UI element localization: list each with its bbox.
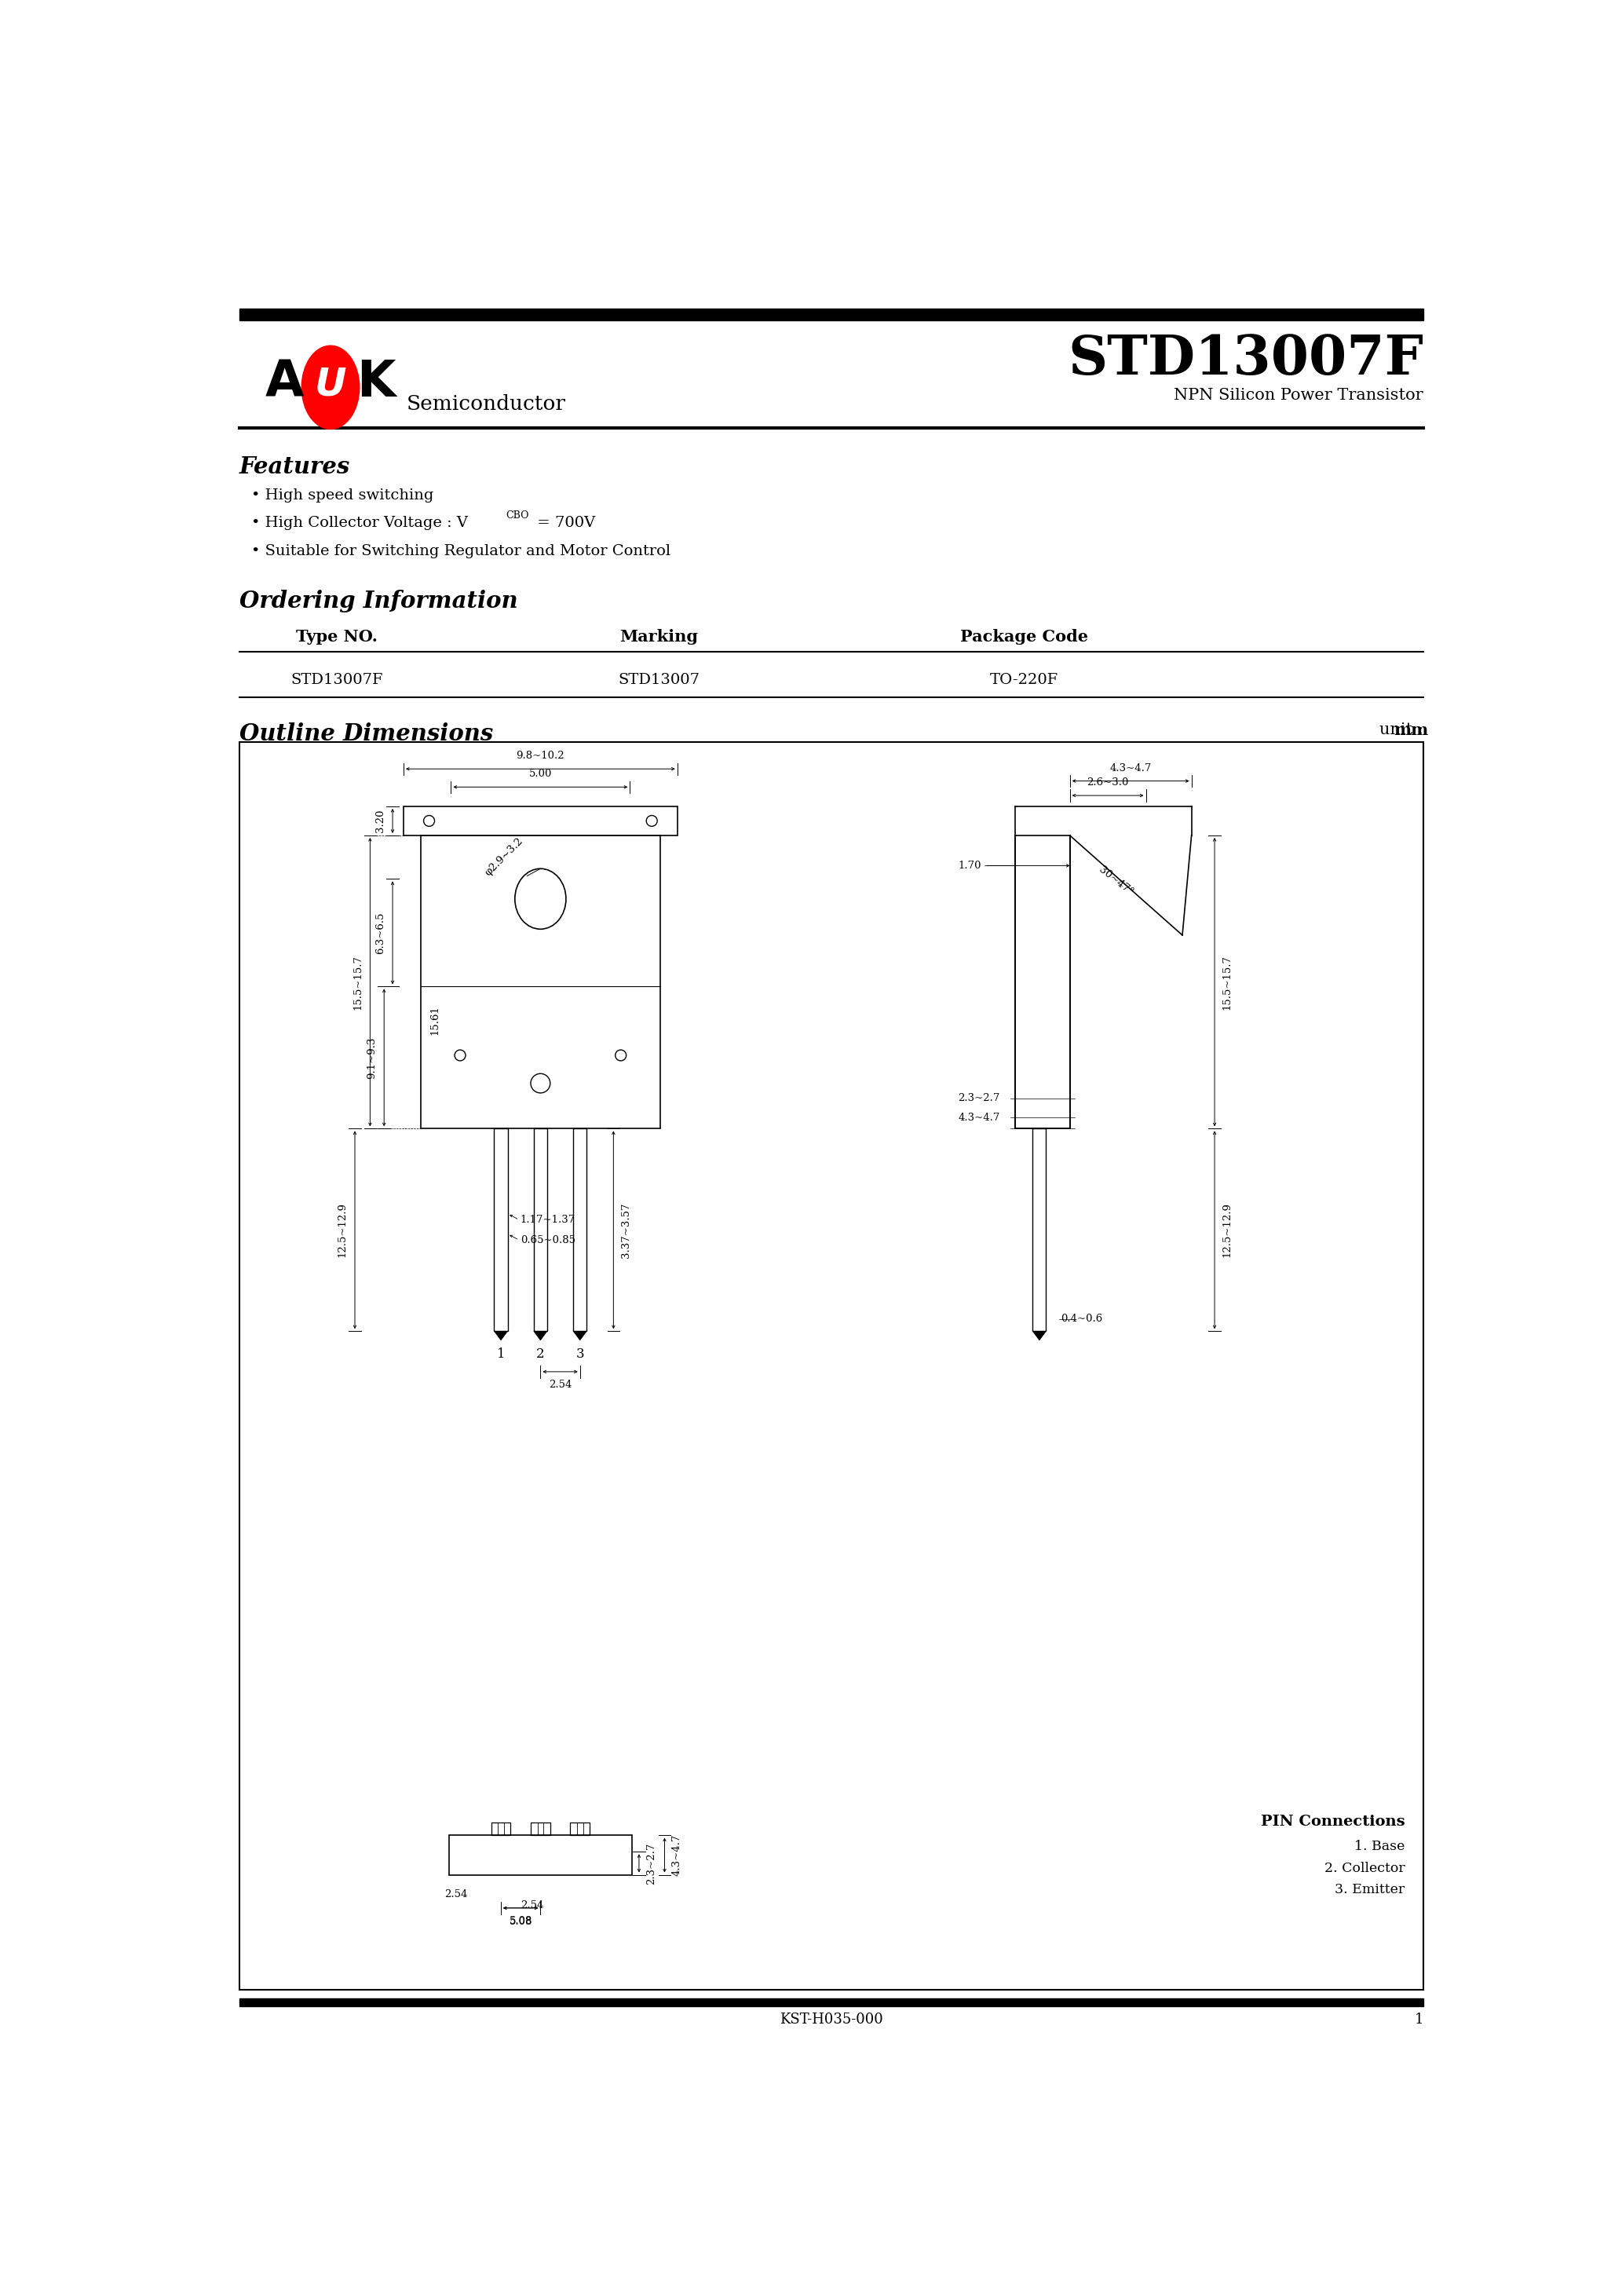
Text: 15.61: 15.61 (430, 1006, 440, 1035)
Text: 2.54: 2.54 (548, 1380, 571, 1389)
Polygon shape (495, 1332, 508, 1341)
Text: 2.3~2.7: 2.3~2.7 (959, 1093, 999, 1104)
Text: Marking: Marking (620, 629, 699, 645)
Text: 2: 2 (537, 1348, 545, 1362)
Bar (530, 1823, 550, 1835)
Text: 1.70: 1.70 (959, 861, 981, 870)
Text: 4.3~4.7: 4.3~4.7 (959, 1114, 999, 1123)
Text: Type NO.: Type NO. (295, 629, 378, 645)
Polygon shape (534, 1332, 547, 1341)
Text: 12.5~12.9: 12.5~12.9 (1221, 1203, 1233, 1258)
Text: Ordering Information: Ordering Information (240, 590, 517, 613)
Text: Outline Dimensions: Outline Dimensions (240, 723, 493, 746)
Bar (495, 1130, 508, 1332)
Text: 3. Emitter: 3. Emitter (1335, 1883, 1405, 1896)
Bar (1033, 1130, 1046, 1332)
Text: 9.1~9.3: 9.1~9.3 (367, 1035, 376, 1079)
Text: NPN Silicon Power Transistor: NPN Silicon Power Transistor (1174, 388, 1422, 402)
Bar (534, 1130, 547, 1332)
Text: unit :: unit : (1379, 723, 1422, 737)
Text: = 700V: = 700V (532, 517, 595, 530)
Text: 4.3~4.7: 4.3~4.7 (672, 1835, 683, 1876)
Bar (240, 742, 1422, 1991)
Text: CBO: CBO (506, 510, 529, 521)
Text: 2.54: 2.54 (521, 1901, 543, 1910)
Text: 2.54: 2.54 (444, 1890, 467, 1899)
Text: 30~47°: 30~47° (1096, 863, 1135, 898)
Text: U: U (315, 365, 347, 404)
Bar (1015, 836, 1071, 1130)
Text: 6.3~6.5: 6.3~6.5 (375, 912, 386, 953)
Text: 12.5~12.9: 12.5~12.9 (337, 1203, 347, 1258)
Bar (404, 806, 678, 836)
Text: A: A (266, 358, 305, 406)
Text: mm: mm (1393, 723, 1427, 737)
Bar (449, 1835, 631, 1876)
Text: • High Collector Voltage : V: • High Collector Voltage : V (251, 517, 469, 530)
Text: 0.65~0.85: 0.65~0.85 (521, 1235, 576, 1244)
Text: 2.3~2.7: 2.3~2.7 (646, 1841, 657, 1885)
Text: KST-H035-000: KST-H035-000 (780, 2011, 882, 2027)
Bar (240, 2000, 1422, 2007)
Text: STD13007F: STD13007F (1067, 333, 1422, 386)
Text: 15.5~15.7: 15.5~15.7 (352, 955, 363, 1010)
Text: STD13007F: STD13007F (290, 673, 383, 687)
Text: φ2.9∼3.2: φ2.9∼3.2 (483, 836, 526, 877)
Bar (420, 836, 660, 1130)
Text: 0.4~0.6: 0.4~0.6 (1061, 1313, 1103, 1325)
Text: 1: 1 (496, 1348, 504, 1362)
Text: • Suitable for Switching Regulator and Motor Control: • Suitable for Switching Regulator and M… (251, 544, 672, 558)
Text: 3.20: 3.20 (375, 808, 386, 833)
Text: PIN Connections: PIN Connections (1260, 1814, 1405, 1828)
Text: 1.17~1.37: 1.17~1.37 (521, 1215, 576, 1224)
Text: Package Code: Package Code (960, 629, 1088, 645)
Text: 2. Collector: 2. Collector (1325, 1862, 1405, 1876)
Polygon shape (573, 1332, 587, 1341)
Text: 1: 1 (1414, 2011, 1422, 2027)
Bar (240, 308, 1422, 319)
Bar (573, 1130, 587, 1332)
Text: 9.8~10.2: 9.8~10.2 (516, 751, 564, 760)
Ellipse shape (302, 347, 360, 429)
Text: 5.00: 5.00 (529, 769, 551, 778)
Text: 1. Base: 1. Base (1354, 1839, 1405, 1853)
Text: TO-220F: TO-220F (989, 673, 1059, 687)
Text: 2.6~3.0: 2.6~3.0 (1087, 778, 1129, 788)
Text: 4.3~4.7: 4.3~4.7 (1109, 762, 1152, 774)
Text: • High speed switching: • High speed switching (251, 489, 433, 503)
Text: K: K (357, 358, 396, 406)
Text: 3.37~3.57: 3.37~3.57 (621, 1203, 631, 1258)
Bar (571, 1823, 590, 1835)
Text: 15.5~15.7: 15.5~15.7 (1221, 955, 1233, 1010)
Text: 5.08: 5.08 (509, 1915, 532, 1926)
Bar (491, 1823, 511, 1835)
Text: 3: 3 (576, 1348, 584, 1362)
Text: 5.08: 5.08 (509, 1917, 532, 1926)
Text: Semiconductor: Semiconductor (407, 395, 566, 413)
Text: Features: Features (240, 455, 350, 478)
Text: STD13007: STD13007 (618, 673, 701, 687)
Polygon shape (1033, 1332, 1046, 1341)
